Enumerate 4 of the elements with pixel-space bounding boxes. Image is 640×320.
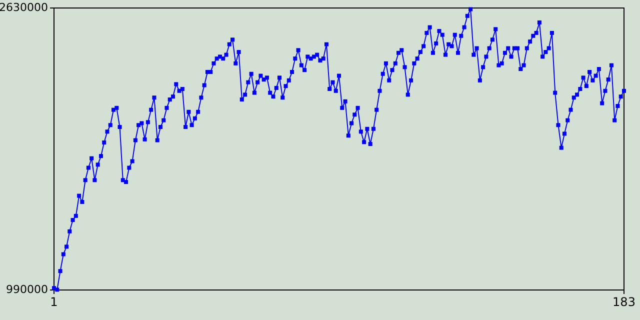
x-tick-label: 183: [612, 295, 636, 309]
y-tick-label: 990000: [6, 283, 48, 296]
y-tick-label: 2630000: [0, 1, 48, 14]
x-tick-label: 1: [50, 295, 58, 309]
